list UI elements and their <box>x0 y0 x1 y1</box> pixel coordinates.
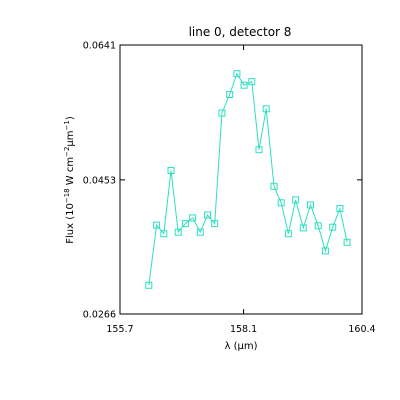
y-tick-label: 0.0641 <box>83 41 116 52</box>
axis-tick-labels: 155.7 158.1 160.4 0.0266 0.0453 0.0641 <box>83 41 376 336</box>
data-point-marker <box>262 105 270 113</box>
data-point-marker <box>329 223 337 231</box>
x-tick-label: 155.7 <box>106 324 133 335</box>
data-point-marker <box>299 224 307 232</box>
y-tick-label: 0.0266 <box>83 310 116 321</box>
data-point-marker <box>196 228 204 236</box>
data-point-marker <box>314 222 322 230</box>
data-point-marker <box>160 230 168 238</box>
data-point-marker <box>270 182 278 190</box>
x-tick-label: 158.1 <box>230 324 257 335</box>
data-point-marker <box>226 91 234 98</box>
x-tick-label: 160.4 <box>348 324 375 335</box>
data-point-marker <box>240 81 248 89</box>
data-point-marker <box>189 214 197 222</box>
data-point-marker <box>211 220 219 228</box>
series-line <box>148 72 348 286</box>
data-point-marker <box>292 196 300 204</box>
data-point-marker <box>233 70 241 78</box>
axis-ticks <box>119 44 363 315</box>
data-point-marker <box>343 238 351 246</box>
data-point-marker <box>284 230 292 238</box>
series-group <box>145 70 351 289</box>
data-point-marker <box>174 228 182 236</box>
data-point-marker <box>167 167 175 174</box>
data-point-marker <box>145 281 153 289</box>
data-point-marker <box>255 146 263 154</box>
y-axis-label: Flux (10−18 W cm−2μm−1) <box>63 116 76 244</box>
data-point-marker <box>218 109 226 117</box>
data-point-marker <box>204 211 211 219</box>
data-point-marker <box>307 201 314 209</box>
data-point-marker <box>321 247 329 255</box>
data-point-marker <box>248 78 256 86</box>
y-tick-label: 0.0453 <box>83 175 116 186</box>
data-point-marker <box>181 220 189 228</box>
chart-title: line 0, detector 8 <box>189 25 292 39</box>
x-axis-label: λ (μm) <box>224 341 257 352</box>
data-point-marker <box>153 221 161 229</box>
data-point-marker <box>336 205 344 213</box>
data-point-marker <box>277 199 285 207</box>
